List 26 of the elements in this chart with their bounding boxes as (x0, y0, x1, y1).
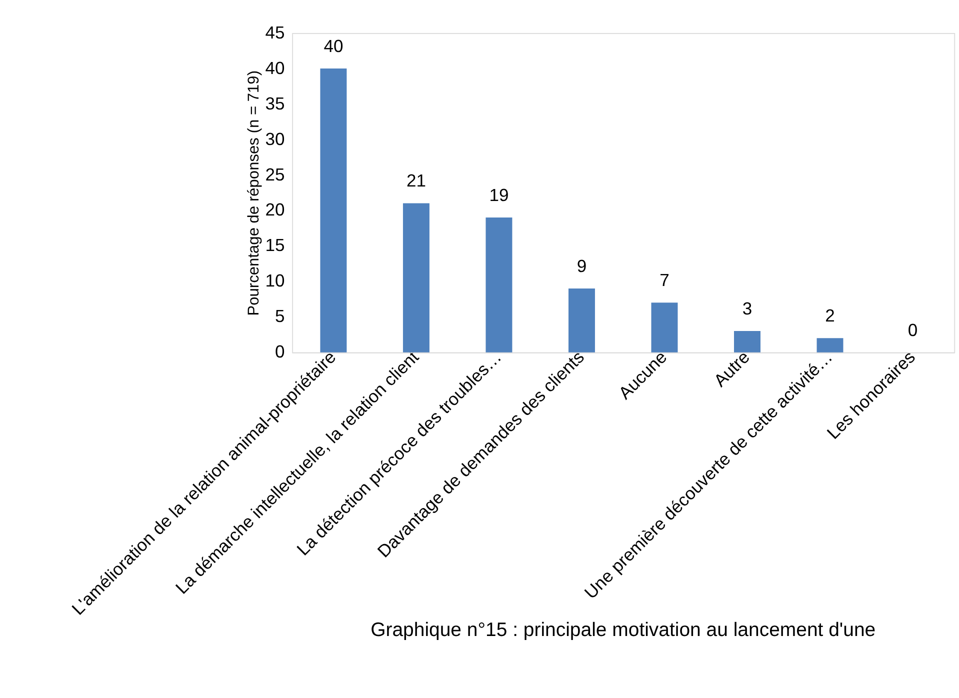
data-label: 0 (908, 320, 918, 340)
data-label: 19 (489, 184, 509, 205)
bar (402, 203, 430, 352)
bar (816, 338, 844, 352)
bar (651, 302, 678, 352)
y-tick-label: 40 (265, 58, 286, 78)
y-tick-label: 15 (265, 235, 285, 256)
bar (486, 217, 512, 352)
text: Graphique n°15 : principale motivation au lancement d'une (370, 618, 876, 641)
y-tick-label: 30 (265, 128, 286, 149)
y-tick-label: 25 (265, 164, 285, 184)
y-tick-label: 10 (265, 270, 286, 291)
data-label: 21 (406, 170, 426, 191)
bar (734, 331, 760, 352)
bar (568, 288, 595, 352)
data-label: 7 (660, 270, 670, 290)
bar (320, 68, 347, 352)
data-label: 2 (825, 306, 835, 326)
data-label: 9 (576, 256, 587, 276)
y-axis-title: Pourcentage de réponses (n = 719) (245, 70, 262, 316)
y-tick-label: 20 (265, 200, 286, 220)
y-tick-label: 35 (265, 93, 285, 114)
y-tick-label: 5 (275, 306, 285, 326)
data-label: 40 (324, 36, 344, 56)
y-tick-label: 45 (265, 22, 285, 42)
data-label: 3 (742, 298, 752, 318)
